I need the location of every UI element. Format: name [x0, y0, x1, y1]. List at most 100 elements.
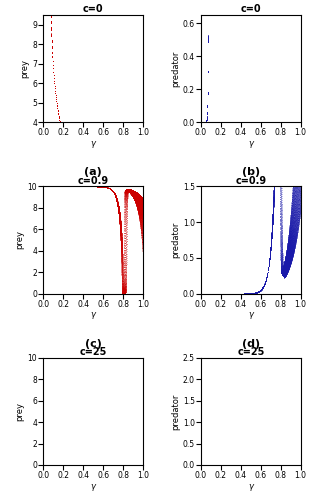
- Point: [266, 263, 271, 271]
- Point: [225, 290, 230, 298]
- Point: [295, 461, 300, 469]
- Point: [237, 290, 241, 298]
- Point: [93, 172, 98, 179]
- Point: [115, 204, 120, 212]
- Point: [86, 168, 91, 175]
- Point: [201, 290, 206, 298]
- Point: [135, 182, 140, 190]
- Point: [101, 183, 106, 191]
- Point: [261, 282, 266, 290]
- Point: [98, 354, 103, 362]
- Point: [214, 461, 219, 469]
- Point: [121, 180, 126, 188]
- Point: [279, 267, 284, 275]
- Point: [251, 289, 256, 297]
- Point: [120, 180, 125, 188]
- Point: [284, 461, 289, 469]
- Point: [67, 182, 72, 190]
- Point: [136, 354, 141, 362]
- Point: [212, 461, 217, 469]
- Point: [281, 461, 286, 469]
- Point: [201, 118, 206, 126]
- Point: [95, 182, 100, 190]
- Point: [241, 461, 246, 469]
- Point: [78, 354, 83, 362]
- Point: [69, 354, 74, 362]
- Point: [207, 461, 212, 469]
- Point: [130, 354, 135, 362]
- Point: [55, 354, 60, 362]
- Point: [203, 290, 208, 298]
- Point: [97, 173, 102, 181]
- Point: [100, 174, 105, 182]
- Point: [119, 354, 124, 362]
- Point: [59, 126, 64, 134]
- Point: [109, 354, 114, 362]
- Point: [253, 289, 258, 297]
- Point: [58, 120, 63, 128]
- Point: [96, 354, 101, 362]
- Point: [41, 354, 46, 362]
- Point: [297, 112, 302, 120]
- Point: [62, 134, 67, 142]
- Point: [290, 221, 295, 229]
- Point: [219, 290, 224, 298]
- Point: [84, 354, 89, 362]
- Point: [51, 354, 56, 362]
- Point: [208, 290, 213, 298]
- Point: [132, 184, 137, 192]
- Point: [56, 108, 61, 116]
- Point: [295, 461, 300, 469]
- Point: [133, 198, 138, 206]
- Point: [107, 354, 112, 362]
- Point: [47, 354, 52, 362]
- Point: [88, 354, 93, 362]
- Point: [110, 188, 115, 196]
- Point: [69, 354, 74, 362]
- Point: [122, 282, 126, 290]
- Point: [203, 290, 208, 298]
- Point: [229, 461, 234, 469]
- Point: [279, 268, 284, 276]
- Point: [106, 354, 111, 362]
- Point: [133, 188, 138, 196]
- Point: [70, 182, 75, 190]
- Point: [42, 182, 47, 190]
- Point: [89, 169, 94, 177]
- Point: [228, 290, 232, 298]
- Point: [245, 290, 250, 298]
- Point: [55, 182, 60, 190]
- Point: [202, 461, 206, 469]
- Point: [267, 461, 272, 469]
- Point: [235, 290, 240, 298]
- Point: [41, 2, 46, 10]
- Point: [91, 354, 96, 362]
- Point: [296, 191, 301, 199]
- Point: [123, 237, 128, 245]
- Point: [43, 354, 48, 362]
- Point: [81, 164, 86, 172]
- Point: [82, 182, 87, 190]
- Point: [95, 172, 100, 180]
- Point: [241, 461, 246, 469]
- Point: [60, 354, 65, 362]
- Point: [86, 182, 91, 190]
- Point: [297, 461, 302, 469]
- Point: [115, 354, 120, 362]
- Point: [269, 461, 274, 469]
- Point: [103, 354, 108, 362]
- Point: [292, 234, 297, 242]
- Point: [277, 461, 282, 469]
- Point: [294, 154, 299, 162]
- Point: [262, 282, 267, 290]
- Point: [77, 182, 82, 190]
- Point: [86, 168, 91, 175]
- Point: [67, 146, 72, 154]
- Point: [56, 108, 61, 116]
- Point: [269, 461, 274, 469]
- Point: [93, 171, 98, 179]
- Point: [108, 185, 113, 193]
- Point: [237, 461, 242, 469]
- Point: [199, 290, 204, 298]
- Point: [105, 176, 110, 184]
